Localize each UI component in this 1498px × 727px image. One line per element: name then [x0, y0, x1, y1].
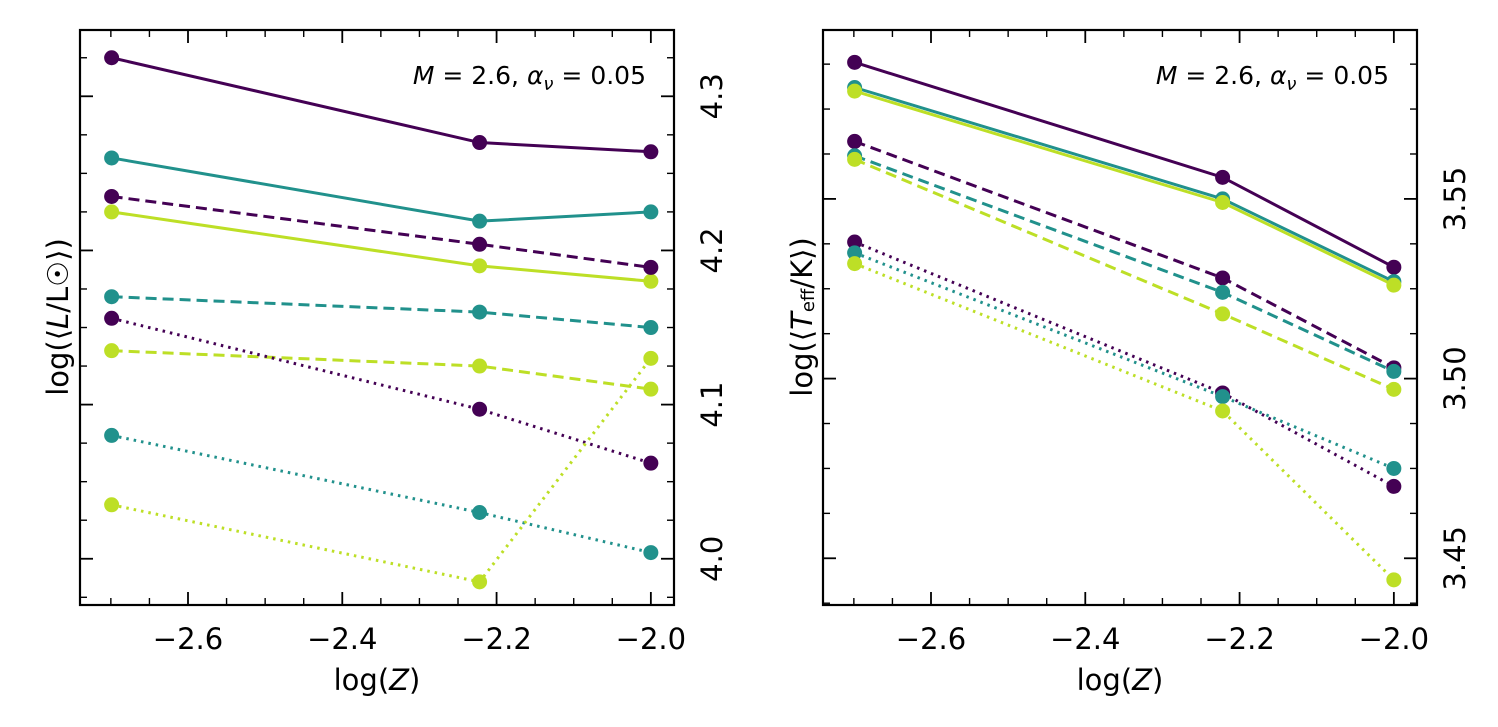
data-point — [643, 320, 659, 336]
y-axis-label: log(⟨Teff/K⟩) — [785, 237, 819, 396]
y-tick-label: 4.0 — [695, 536, 729, 582]
data-point — [1386, 259, 1402, 275]
x-tick-label: −2.4 — [307, 622, 377, 656]
data-point — [104, 343, 120, 359]
data-point — [847, 245, 863, 261]
x-tick-label: −2.6 — [896, 622, 966, 656]
data-point — [847, 151, 863, 167]
data-point — [643, 144, 659, 160]
data-point — [104, 188, 120, 204]
data-point — [643, 204, 659, 220]
data-point — [643, 381, 659, 397]
series-line — [854, 240, 1395, 488]
panel-annotation: M = 2.6, αν = 0.05 — [413, 61, 646, 95]
data-point — [1215, 306, 1231, 322]
data-point — [1215, 169, 1231, 185]
data-point — [847, 234, 863, 250]
data-point — [472, 258, 488, 274]
data-point — [472, 135, 488, 151]
y-axis-label: log(⟨L/L☉⟩) — [41, 238, 75, 396]
series-line — [111, 357, 653, 584]
data-point — [643, 455, 659, 471]
data-point — [643, 273, 659, 289]
data-point — [472, 401, 488, 417]
x-tick-label: −2.2 — [461, 622, 531, 656]
series-line — [111, 295, 651, 330]
series-line — [854, 154, 1395, 373]
y-tick-label: 3.50 — [1438, 346, 1472, 411]
series-line — [854, 251, 1395, 470]
x-axis-label: log(Z) — [1077, 663, 1164, 697]
data-point — [847, 256, 863, 272]
x-axis-label: log(Z) — [334, 663, 421, 697]
data-point — [1386, 460, 1402, 476]
axes-frame — [821, 28, 1419, 607]
data-point — [104, 50, 120, 66]
y-tick-label: 4.2 — [695, 227, 729, 273]
data-point — [643, 350, 659, 366]
series-line — [111, 195, 652, 269]
x-tick-label: −2.2 — [1204, 622, 1274, 656]
data-point — [1215, 270, 1231, 286]
data-point — [1386, 478, 1402, 494]
data-point — [1215, 403, 1231, 419]
x-tick-label: −2.0 — [616, 622, 686, 656]
data-point — [472, 213, 488, 229]
luminosity-panel: −2.6 −2.4 −2.2 −2.0 4.0 4.1 4.2 4.3 M = 2.6, αν … — [41, 28, 729, 697]
data-point — [104, 427, 120, 443]
series-line — [111, 210, 651, 283]
series-line — [111, 433, 652, 555]
data-point — [1386, 363, 1402, 379]
data-point — [643, 259, 659, 275]
y-tick-label: 3.55 — [1438, 167, 1472, 232]
data-point — [104, 289, 120, 305]
temperature-panel: −2.6 −2.4 −2.2 −2.0 3.45 3.50 3.55 M = 2.6, αν … — [785, 28, 1472, 697]
data-point — [1386, 572, 1402, 588]
data-point — [104, 150, 120, 166]
x-tick-label: −2.6 — [153, 622, 223, 656]
series-line — [111, 349, 652, 391]
series-line — [854, 89, 1395, 287]
data-point — [104, 204, 120, 220]
data-point — [847, 133, 863, 149]
data-point — [472, 505, 488, 521]
data-point — [472, 304, 488, 320]
series-line — [854, 60, 1395, 269]
data-point — [1386, 381, 1402, 397]
series-line — [111, 156, 651, 223]
data-point — [643, 545, 659, 561]
data-point — [472, 358, 488, 374]
data-point — [472, 574, 488, 590]
data-point — [472, 236, 488, 252]
series-line — [854, 139, 1395, 370]
x-tick-label: −2.4 — [1050, 622, 1120, 656]
data-point — [104, 310, 120, 326]
panel-annotation: M = 2.6, αν = 0.05 — [1156, 61, 1389, 95]
y-tick-label: 3.45 — [1438, 526, 1472, 591]
data-point — [847, 54, 863, 70]
series-line — [111, 316, 652, 465]
data-point — [847, 83, 863, 99]
y-tick-label: 4.3 — [695, 73, 729, 119]
x-tick-label: −2.0 — [1359, 622, 1429, 656]
data-point — [1215, 195, 1231, 210]
y-tick-label: 4.1 — [695, 382, 729, 428]
data-point — [104, 497, 120, 513]
data-point — [1215, 284, 1231, 300]
axes-frame — [78, 28, 676, 607]
series-line — [854, 262, 1395, 581]
series-line — [854, 157, 1395, 391]
data-point — [1386, 277, 1402, 293]
data-point — [1215, 389, 1231, 405]
